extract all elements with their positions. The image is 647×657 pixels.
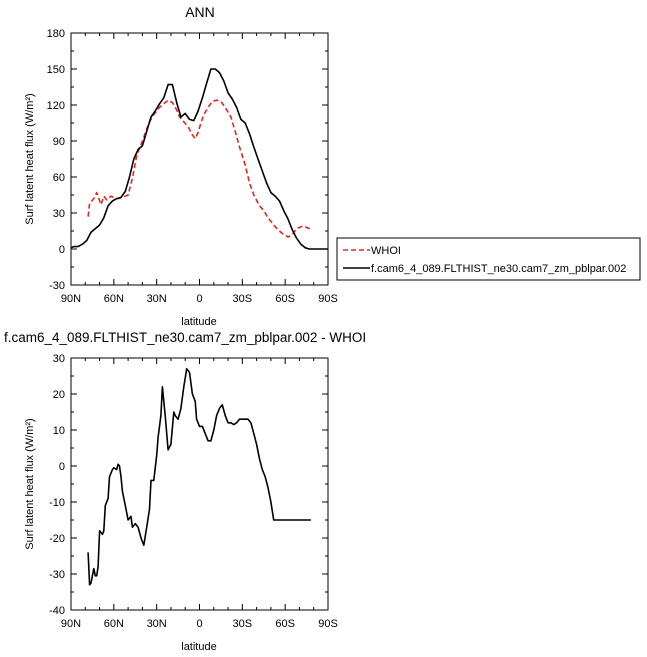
top-series-line-0 xyxy=(87,99,311,238)
top-y-tick-label: 30 xyxy=(53,208,65,220)
top-y-tick-label: 180 xyxy=(47,28,65,40)
bottom-y-tick-label: 10 xyxy=(53,425,65,437)
top-panel: ANN -30 0 30 60 90 120 150 180 90N 60N 30N 0 30S 60S… xyxy=(24,4,641,328)
bottom-series-line-0 xyxy=(87,367,311,586)
bottom-x-axis-label: latitude xyxy=(181,641,216,653)
bottom-x-tick-label: 30S xyxy=(233,618,253,630)
top-y-axis-label: Surf latent heat flux (W/m²) xyxy=(24,93,36,224)
bottom-y-axis-label: Surf latent heat flux (W/m²) xyxy=(24,418,36,549)
top-plot-frame xyxy=(70,32,329,286)
top-y-axis: -30 0 30 60 90 120 150 180 xyxy=(47,28,328,292)
bottom-x-axis: 90N 60N 30N 0 30S 60S 90S xyxy=(61,358,338,630)
legend-label-whoi: WHOI xyxy=(371,245,401,257)
bottom-y-tick-label: -10 xyxy=(49,497,65,509)
top-y-tick-label: -30 xyxy=(49,280,65,292)
bottom-y-tick-label: -30 xyxy=(49,569,65,581)
top-chart-title: ANN xyxy=(185,4,215,20)
bottom-y-tick-label: -40 xyxy=(49,605,65,617)
bottom-y-tick-label: -20 xyxy=(49,533,65,545)
top-y-tick-label: 60 xyxy=(53,172,65,184)
top-y-tick-label: 0 xyxy=(59,244,65,256)
top-x-tick-label: 0 xyxy=(196,293,202,305)
top-x-tick-label: 90S xyxy=(318,293,338,305)
bottom-x-tick-label: 60S xyxy=(275,618,295,630)
bottom-panel: f.cam6_4_089.FLTHIST_ne30.cam7_zm_pblpar… xyxy=(4,330,366,653)
top-y-tick-label: 90 xyxy=(53,136,65,148)
top-x-axis-label: latitude xyxy=(181,316,216,328)
top-series-line-1 xyxy=(70,68,328,250)
top-x-tick-label: 60S xyxy=(275,293,295,305)
top-x-tick-label: 90N xyxy=(61,293,81,305)
top-x-tick-label: 30N xyxy=(147,293,167,305)
legend: WHOI f.cam6_4_089.FLTHIST_ne30.cam7_zm_p… xyxy=(336,237,641,281)
legend-label-model: f.cam6_4_089.FLTHIST_ne30.cam7_zm_pblpar… xyxy=(371,263,626,275)
bottom-x-tick-label: 30N xyxy=(147,618,167,630)
top-series-lines xyxy=(70,68,328,250)
bottom-chart-title: f.cam6_4_089.FLTHIST_ne30.cam7_zm_pblpar… xyxy=(4,330,366,345)
top-y-tick-label: 120 xyxy=(47,100,65,112)
bottom-series-lines xyxy=(87,367,311,586)
bottom-y-tick-label: 20 xyxy=(53,389,65,401)
bottom-x-tick-label: 0 xyxy=(196,618,202,630)
top-x-tick-label: 60N xyxy=(104,293,124,305)
bottom-x-tick-label: 90N xyxy=(61,618,81,630)
bottom-y-axis: -40 -30 -20 -10 0 10 20 30 xyxy=(49,353,328,617)
bottom-y-tick-label: 30 xyxy=(53,353,65,365)
bottom-x-tick-label: 90S xyxy=(318,618,338,630)
top-x-tick-label: 30S xyxy=(233,293,253,305)
bottom-y-tick-label: 0 xyxy=(59,461,65,473)
legend-box xyxy=(336,237,641,281)
top-x-axis: 90N 60N 30N 0 30S 60S 90S xyxy=(61,33,338,305)
top-y-tick-label: 150 xyxy=(47,64,65,76)
bottom-x-tick-label: 60N xyxy=(104,618,124,630)
